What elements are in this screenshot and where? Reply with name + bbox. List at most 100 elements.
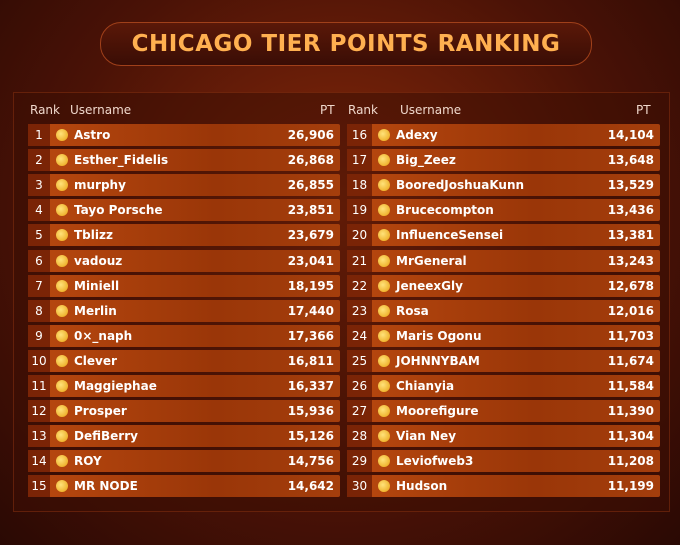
- points: 26,868: [287, 153, 334, 168]
- rank: 7: [28, 274, 50, 297]
- rank: 4: [28, 199, 50, 222]
- username: Adexy: [396, 128, 438, 142]
- username: Vian Ney: [396, 429, 457, 444]
- rank: 23: [347, 299, 372, 322]
- points: 11,199: [607, 479, 654, 494]
- rank: 9: [28, 324, 50, 347]
- ranking-row: 14 ROY 14,756: [28, 450, 340, 473]
- coin-icon: [56, 179, 68, 192]
- coin-icon: [56, 129, 68, 141]
- rank: 8: [28, 299, 50, 322]
- title: CHICAGO TIER POINTS RANKING: [100, 22, 592, 66]
- points: 26,906: [287, 128, 334, 142]
- ranking-row: 11 Maggiephae 16,337: [28, 375, 340, 397]
- rank: 18: [347, 174, 372, 197]
- rank: 6: [28, 249, 50, 272]
- coin-icon: [378, 229, 390, 242]
- username: murphy: [74, 178, 126, 193]
- coin-icon: [56, 380, 68, 392]
- ranking-row: 30 Hudson 11,199: [347, 475, 660, 498]
- points: 16,811: [287, 353, 334, 368]
- ranking-row: 25 JOHNNYBAM 11,674: [347, 349, 660, 372]
- coin-icon: [378, 279, 390, 292]
- username: Esther_Fidelis: [74, 153, 169, 168]
- coin-icon: [56, 430, 68, 443]
- points: 23,679: [287, 228, 334, 243]
- rank: 3: [28, 174, 50, 197]
- coin-icon: [378, 129, 390, 141]
- coin-icon: [378, 354, 390, 367]
- coin-icon: [378, 254, 390, 267]
- username: Maris Ogonu: [396, 328, 482, 343]
- coin-icon: [56, 204, 68, 217]
- column-header: Rank: [348, 103, 378, 117]
- points: 14,756: [287, 454, 334, 469]
- rank: 19: [347, 199, 372, 222]
- username: Moorefigure: [396, 404, 479, 419]
- username: MrGeneral: [396, 253, 467, 268]
- username: 0×_naph: [74, 328, 133, 343]
- points: 23,041: [287, 253, 334, 268]
- coin-icon: [378, 304, 390, 317]
- ranking-row: 20 InfluenceSensei 13,381: [347, 224, 660, 247]
- points: 13,648: [607, 153, 654, 168]
- points: 26,855: [287, 178, 334, 193]
- username: Tayo Porsche: [74, 203, 163, 218]
- ranking-row: 5 Tblizz 23,679: [28, 224, 340, 247]
- rank: 28: [347, 425, 372, 448]
- username: Big_Zeez: [396, 153, 456, 168]
- coin-icon: [378, 380, 390, 392]
- points: 13,243: [607, 253, 654, 268]
- ranking-row: 19 Brucecompton 13,436: [347, 199, 660, 222]
- points: 13,381: [607, 228, 654, 243]
- rank: 17: [347, 149, 372, 172]
- points: 18,195: [287, 278, 334, 293]
- rank: 5: [28, 224, 50, 247]
- ranking-row: 2 Esther_Fidelis 26,868: [28, 149, 340, 172]
- points: 15,126: [287, 429, 334, 444]
- ranking-row: 27 Moorefigure 11,390: [347, 400, 660, 423]
- coin-icon: [378, 430, 390, 443]
- points: 11,208: [607, 454, 654, 469]
- username: Maggiephae: [74, 379, 157, 393]
- column-header: PT: [636, 103, 651, 117]
- ranking-row: 10 Clever 16,811: [28, 349, 340, 372]
- ranking-row: 3 murphy 26,855: [28, 174, 340, 197]
- username: Leviofweb3: [396, 454, 474, 469]
- coin-icon: [56, 405, 68, 418]
- username: Miniell: [74, 278, 120, 293]
- coin-icon: [378, 455, 390, 468]
- points: 11,584: [607, 379, 654, 393]
- rank: 24: [347, 324, 372, 347]
- points: 14,642: [287, 479, 334, 494]
- ranking-row: 16 Adexy 14,104: [347, 124, 660, 146]
- ranking-row: 6 vadouz 23,041: [28, 249, 340, 272]
- rank: 11: [28, 375, 50, 397]
- column-header: Username: [70, 103, 132, 117]
- rank: 26: [347, 375, 372, 397]
- ranking-row: 26 Chianyia 11,584: [347, 375, 660, 397]
- ranking-row: 1 Astro 26,906: [28, 124, 340, 146]
- username: Tblizz: [74, 228, 113, 243]
- username: JOHNNYBAM: [396, 353, 480, 368]
- rank: 27: [347, 400, 372, 423]
- points: 16,337: [287, 379, 334, 393]
- username: JeneexGly: [396, 278, 463, 293]
- coin-icon: [56, 254, 68, 267]
- points: 13,436: [607, 203, 654, 218]
- points: 11,674: [607, 353, 654, 368]
- points: 12,016: [607, 303, 654, 318]
- rank: 21: [347, 249, 372, 272]
- rank: 1: [28, 124, 50, 146]
- username: Rosa: [396, 303, 429, 318]
- ranking-row: 18 BooredJoshuaKunn 13,529: [347, 174, 660, 197]
- username: InfluenceSensei: [396, 228, 504, 243]
- rank: 15: [28, 475, 50, 498]
- rank: 22: [347, 274, 372, 297]
- coin-icon: [378, 329, 390, 342]
- ranking-row: 9 0×_naph 17,366: [28, 324, 340, 347]
- points: 12,678: [607, 278, 654, 293]
- ranking-row: 4 Tayo Porsche 23,851: [28, 199, 340, 222]
- coin-icon: [56, 229, 68, 242]
